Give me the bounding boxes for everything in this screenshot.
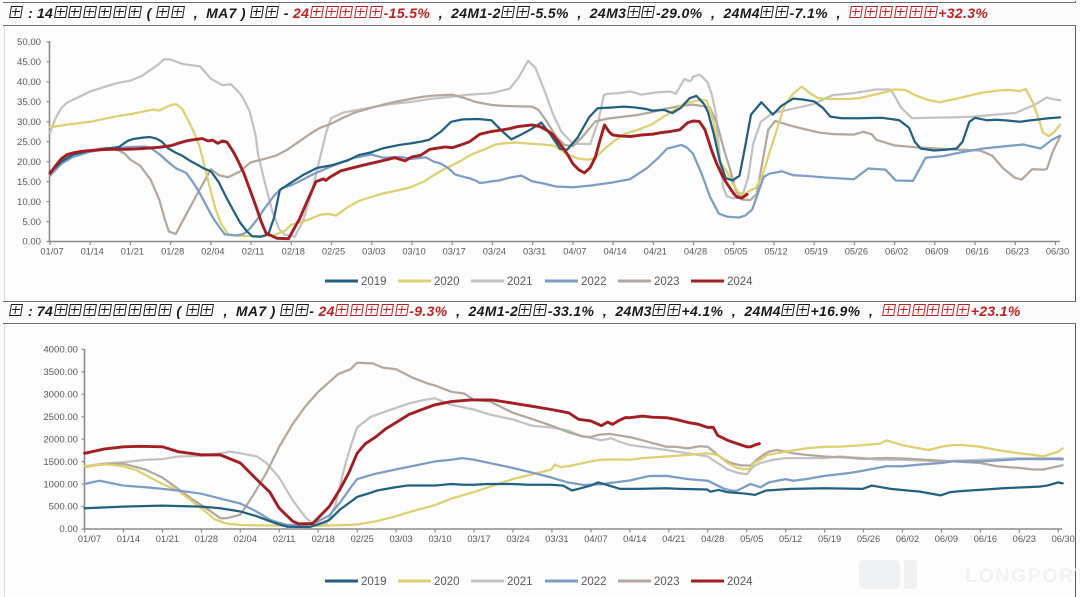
svg-text:2020: 2020 [434, 576, 460, 588]
svg-text:04/28: 04/28 [701, 534, 724, 544]
svg-text:500.00: 500.00 [49, 502, 78, 513]
svg-text:2023: 2023 [654, 276, 680, 288]
svg-text:2021: 2021 [507, 276, 533, 288]
svg-text:03/10: 03/10 [428, 534, 451, 544]
svg-text:03/24: 03/24 [506, 534, 529, 544]
svg-text:05/19: 05/19 [818, 534, 841, 544]
svg-text:2023: 2023 [654, 576, 680, 588]
svg-text:03/31: 03/31 [545, 534, 568, 544]
svg-text:05/05: 05/05 [724, 247, 747, 257]
svg-text:5.00: 5.00 [22, 217, 41, 228]
svg-text:03/31: 03/31 [523, 247, 546, 257]
svg-text:06/16: 06/16 [974, 534, 997, 544]
svg-text:2024: 2024 [727, 576, 753, 588]
svg-text:05/26: 05/26 [857, 534, 880, 544]
svg-text:25.00: 25.00 [17, 137, 41, 148]
svg-text:2500.00: 2500.00 [43, 412, 78, 423]
svg-text:01/28: 01/28 [161, 247, 184, 257]
svg-text:06/23: 06/23 [1006, 247, 1029, 257]
svg-text:01/28: 01/28 [195, 534, 218, 544]
svg-text:02/11: 02/11 [242, 247, 265, 257]
svg-text:30.00: 30.00 [17, 117, 41, 128]
svg-text:05/19: 05/19 [805, 247, 828, 257]
svg-text:04/21: 04/21 [644, 247, 667, 257]
svg-text:05/12: 05/12 [779, 534, 802, 544]
svg-text:03/03: 03/03 [389, 534, 412, 544]
svg-text:2024: 2024 [727, 276, 753, 288]
svg-text:02/25: 02/25 [351, 534, 374, 544]
svg-text:02/04: 02/04 [234, 534, 257, 544]
svg-text:40.00: 40.00 [17, 77, 41, 88]
svg-text:02/25: 02/25 [322, 247, 345, 257]
svg-text:02/04: 02/04 [201, 247, 224, 257]
svg-text:04/28: 04/28 [684, 247, 707, 257]
svg-text:04/21: 04/21 [662, 534, 685, 544]
svg-text:06/02: 06/02 [885, 247, 908, 257]
svg-text:01/21: 01/21 [121, 247, 144, 257]
svg-text:05/26: 05/26 [845, 247, 868, 257]
svg-text:0.00: 0.00 [22, 237, 41, 248]
svg-text:4000.00: 4000.00 [43, 345, 78, 356]
svg-text:03/03: 03/03 [362, 247, 385, 257]
svg-text:0.00: 0.00 [59, 524, 78, 535]
svg-text:03/24: 03/24 [483, 247, 506, 257]
svg-text:2019: 2019 [361, 576, 387, 588]
svg-text:2000.00: 2000.00 [43, 434, 78, 445]
svg-text:2020: 2020 [434, 276, 460, 288]
svg-text:10.00: 10.00 [17, 197, 41, 208]
svg-text:1000.00: 1000.00 [43, 479, 78, 490]
svg-text:06/02: 06/02 [896, 534, 919, 544]
svg-text:01/14: 01/14 [117, 534, 140, 544]
svg-text:3500.00: 3500.00 [43, 367, 78, 378]
svg-text:01/14: 01/14 [81, 247, 104, 257]
svg-text:04/07: 04/07 [584, 534, 607, 544]
svg-text:2019: 2019 [361, 276, 387, 288]
svg-text:01/21: 01/21 [156, 534, 179, 544]
svg-text:05/05: 05/05 [740, 534, 763, 544]
svg-text:03/10: 03/10 [402, 247, 425, 257]
svg-text:01/07: 01/07 [78, 534, 101, 544]
svg-text:02/18: 02/18 [282, 247, 305, 257]
svg-text:01/07: 01/07 [40, 247, 63, 257]
svg-text:3000.00: 3000.00 [43, 389, 78, 400]
svg-text:02/18: 02/18 [312, 534, 335, 544]
svg-text:45.00: 45.00 [17, 57, 41, 68]
svg-text:35.00: 35.00 [17, 97, 41, 108]
svg-text:06/16: 06/16 [965, 247, 988, 257]
svg-text:06/09: 06/09 [935, 534, 958, 544]
svg-text:05/12: 05/12 [764, 247, 787, 257]
svg-text:1500.00: 1500.00 [43, 457, 78, 468]
svg-text:20.00: 20.00 [17, 157, 41, 168]
svg-text:03/17: 03/17 [443, 247, 466, 257]
svg-text:06/23: 06/23 [1013, 534, 1036, 544]
svg-text:15.00: 15.00 [17, 177, 41, 188]
svg-text:04/07: 04/07 [563, 247, 586, 257]
svg-text:2021: 2021 [507, 576, 533, 588]
svg-text:06/30: 06/30 [1052, 534, 1075, 544]
svg-text:04/14: 04/14 [623, 534, 646, 544]
svg-text:06/30: 06/30 [1046, 247, 1069, 257]
svg-text:2022: 2022 [581, 276, 607, 288]
svg-text:03/17: 03/17 [467, 534, 490, 544]
svg-text:LONGPORT: LONGPORT [965, 565, 1080, 587]
svg-text:50.00: 50.00 [17, 37, 41, 48]
svg-text:06/09: 06/09 [925, 247, 948, 257]
svg-text:02/11: 02/11 [273, 534, 296, 544]
svg-text:04/14: 04/14 [603, 247, 626, 257]
svg-text:2022: 2022 [581, 576, 607, 588]
